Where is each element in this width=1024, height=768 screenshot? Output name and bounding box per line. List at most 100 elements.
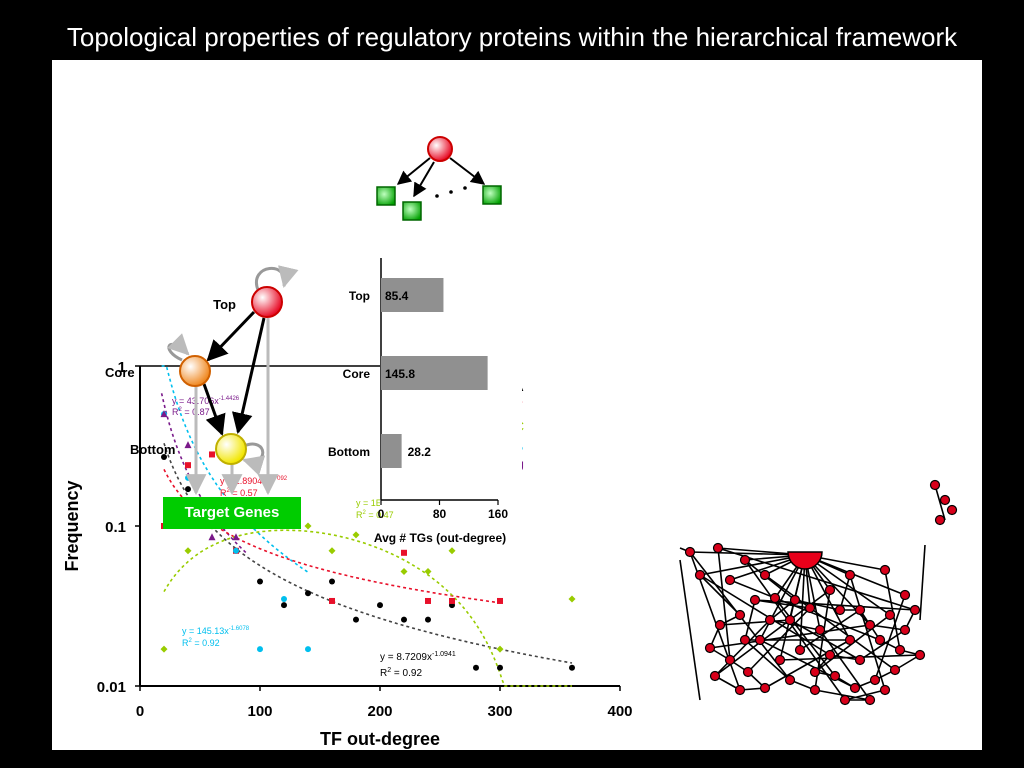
fit-line-c bbox=[163, 529, 572, 687]
network-edge bbox=[934, 484, 946, 521]
scatter-point-a bbox=[425, 616, 431, 623]
network-node bbox=[704, 642, 716, 654]
slide-title: Topological properties of regulatory pro… bbox=[66, 22, 958, 52]
regulation-motif-diagram bbox=[376, 136, 502, 221]
network-edge bbox=[759, 639, 856, 689]
network-node bbox=[759, 569, 771, 581]
fit-r2-bottom: R2 = 0.92 bbox=[182, 638, 220, 648]
network-node bbox=[709, 670, 721, 682]
bar-x-tick-label: 80 bbox=[433, 507, 447, 521]
scatter-y-tick-label: 0.01 bbox=[97, 679, 126, 696]
bar-value-label: 28.2 bbox=[408, 445, 432, 459]
network-node bbox=[814, 624, 826, 636]
fit-line-u bbox=[160, 393, 249, 556]
self-loop-core bbox=[167, 333, 190, 362]
network-node bbox=[754, 634, 766, 646]
scatter-point-c bbox=[352, 531, 360, 539]
fit-eq-u-exp: -1.4426 bbox=[219, 396, 240, 402]
network-node bbox=[714, 619, 726, 631]
scatter-point-c bbox=[424, 567, 432, 575]
network-node bbox=[864, 619, 876, 631]
fit-r2-bottom-val: = 0.92 bbox=[192, 638, 220, 648]
bar-x-tick-label: 160 bbox=[488, 507, 508, 521]
network-node bbox=[684, 546, 696, 558]
fit-r2-u: R2 = 0.87 bbox=[172, 407, 210, 417]
bottom-tf-node bbox=[215, 433, 247, 465]
scatter-point-t bbox=[449, 597, 455, 604]
network-node bbox=[784, 614, 796, 626]
network-node bbox=[809, 684, 821, 696]
edge-top-core bbox=[206, 310, 256, 362]
network-node bbox=[794, 644, 806, 656]
fit-eq-bottom-exp: -1.6078 bbox=[229, 626, 250, 632]
network-node bbox=[854, 654, 866, 666]
target-genes-box: Target Genes bbox=[163, 497, 301, 529]
scatter-x-tick-label: 100 bbox=[247, 703, 272, 720]
network-node bbox=[769, 592, 781, 604]
scatter-point-b bbox=[281, 595, 287, 602]
network-edge bbox=[839, 574, 851, 611]
scatter-point-c bbox=[400, 567, 408, 575]
avg-tgs-bar-chart: 85.4 Top 145.8 Core 28.2 Bottom 0 80 160 Avg # T… bbox=[328, 256, 522, 545]
network-edge bbox=[759, 554, 806, 641]
scatter-point-a bbox=[281, 602, 287, 609]
network-node bbox=[764, 614, 776, 626]
scatter-point-b bbox=[305, 646, 311, 653]
network-node bbox=[734, 684, 746, 696]
fit-line-all bbox=[163, 443, 573, 664]
network-node bbox=[894, 644, 906, 656]
scatter-point-c bbox=[328, 547, 336, 555]
scatter-point-a bbox=[305, 590, 311, 597]
scatter-point-a bbox=[185, 486, 191, 493]
network-edge bbox=[717, 547, 731, 661]
bar-category-label: Top bbox=[349, 289, 370, 303]
scatter-point-t bbox=[209, 451, 215, 458]
motif-edge-2 bbox=[413, 161, 435, 198]
network-edge bbox=[744, 559, 796, 601]
edge-top-bottom bbox=[231, 317, 266, 435]
network-node bbox=[809, 666, 821, 678]
network-edge bbox=[679, 559, 701, 701]
fit-eq-t: y = 1.8904x-0.7092 bbox=[220, 476, 288, 486]
motif-dot-1 bbox=[435, 194, 439, 198]
scatter-point-a bbox=[497, 664, 503, 671]
scatter-point-b bbox=[185, 474, 191, 481]
network-node bbox=[899, 624, 911, 636]
scatter-point-t bbox=[497, 597, 503, 604]
network-edge bbox=[869, 624, 906, 631]
scatter-point-c bbox=[448, 547, 456, 555]
network-node bbox=[899, 589, 911, 601]
network-node bbox=[874, 634, 886, 646]
network-node bbox=[804, 602, 816, 614]
network-node bbox=[879, 684, 891, 696]
network-edge bbox=[744, 639, 791, 681]
scatter-x-tick-label: 0 bbox=[136, 703, 144, 720]
fit-eq-u: y = 43.706x-1.4426 bbox=[172, 396, 240, 406]
network-node bbox=[914, 649, 926, 661]
scatter-point-a bbox=[377, 602, 383, 609]
scatter-point-t bbox=[329, 597, 335, 604]
network-node bbox=[749, 594, 761, 606]
network-edge bbox=[779, 654, 921, 661]
network-edge bbox=[729, 579, 881, 641]
network-edge bbox=[769, 599, 796, 621]
scatter-point-t bbox=[401, 549, 407, 556]
fit-r2-c: R2 = 0.47 bbox=[356, 510, 394, 520]
network-edge bbox=[919, 544, 926, 621]
scatter-y-tick-label: 1 bbox=[118, 359, 126, 376]
network-node bbox=[869, 674, 881, 686]
network-node bbox=[824, 649, 836, 661]
network-edge bbox=[774, 597, 836, 677]
edge-core-bottom bbox=[202, 383, 226, 436]
network-node bbox=[724, 574, 736, 586]
fit-r2-c-r: R bbox=[356, 510, 363, 520]
network-node bbox=[844, 569, 856, 581]
bar-x-label: Avg # TGs (out-degree) bbox=[374, 531, 506, 545]
network-node bbox=[839, 694, 851, 706]
network-node bbox=[939, 494, 951, 506]
network-node bbox=[929, 479, 941, 491]
network-node bbox=[712, 542, 724, 554]
scatter-point-a bbox=[353, 616, 359, 623]
network-node bbox=[784, 674, 796, 686]
network-edge bbox=[754, 599, 916, 611]
